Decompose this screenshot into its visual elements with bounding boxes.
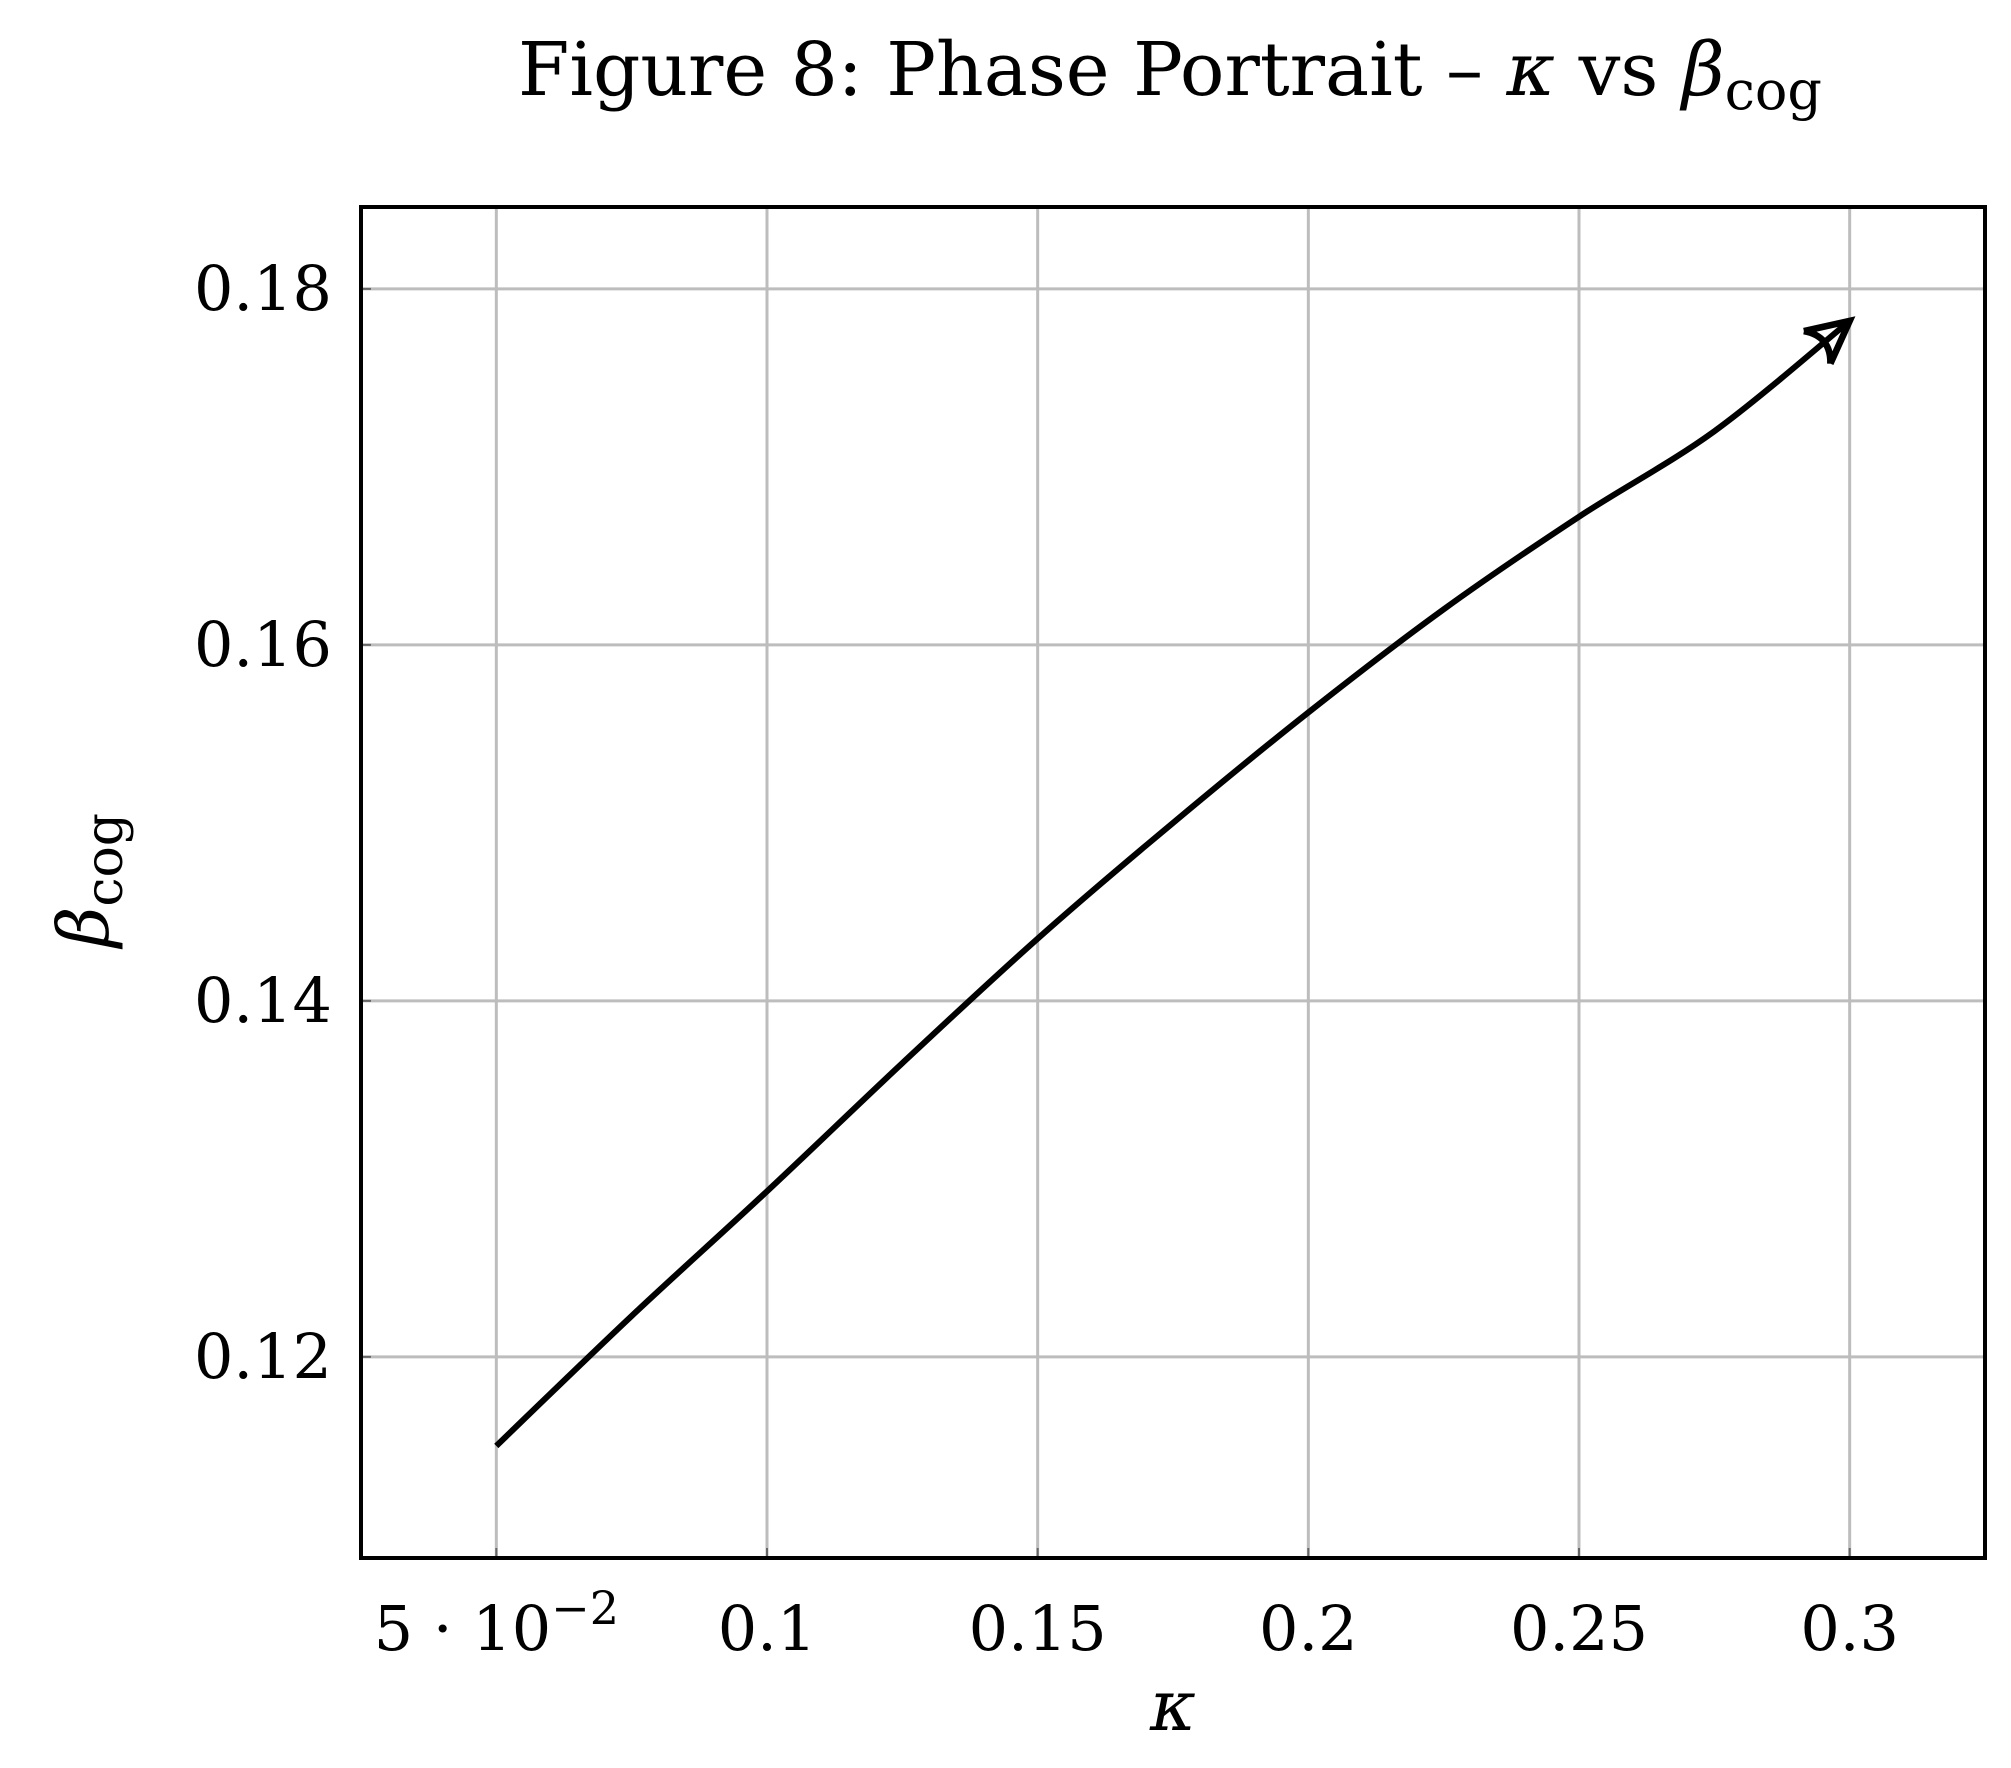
y-tick-label: 0.14 xyxy=(194,964,332,1037)
title-x-symbol: κ xyxy=(1506,27,1556,113)
x-tick-labels: 5 · 10−2 0.1 0.15 0.2 0.25 0.3 xyxy=(374,1581,1899,1665)
title-prefix: Figure 8: Phase Portrait – xyxy=(518,27,1507,113)
title-mid: vs xyxy=(1555,27,1682,113)
x-axis-label: κ xyxy=(1149,1665,1196,1747)
x-tick-label: 5 · 10−2 xyxy=(374,1581,619,1665)
y-axis-label: βcog xyxy=(43,813,135,950)
y-axis-label-symbol: β xyxy=(43,907,125,950)
chart-title: Figure 8: Phase Portrait – κ vs βcog xyxy=(518,27,1822,122)
x-tick-label: 0.1 xyxy=(718,1592,817,1665)
x-tick-label-text: 0.2 xyxy=(1259,1592,1358,1665)
y-tick-labels: 0.12 0.14 0.16 0.18 xyxy=(194,252,332,1393)
y-tick-label: 0.12 xyxy=(194,1320,332,1393)
x-tick-label-text: 0.1 xyxy=(718,1592,817,1665)
series-layer xyxy=(494,316,1856,1449)
y-axis-label-subscript: cog xyxy=(75,813,135,907)
series-line xyxy=(494,316,1856,1449)
y-tick-label: 0.16 xyxy=(194,608,332,681)
title-y-symbol: β xyxy=(1679,27,1725,113)
title-y-subscript: cog xyxy=(1725,59,1822,122)
x-tick-label-text: 0.3 xyxy=(1800,1592,1899,1665)
x-tick-label-text: 5 · 10 xyxy=(374,1592,551,1665)
x-tick-label-text: 0.25 xyxy=(1510,1592,1648,1665)
x-tick-label: 0.3 xyxy=(1800,1592,1899,1665)
x-tick-label: 0.15 xyxy=(969,1592,1107,1665)
x-tick-label-text: 0.15 xyxy=(969,1592,1107,1665)
x-tick-label-exponent: −2 xyxy=(551,1581,619,1635)
grid-lines xyxy=(361,207,1985,1558)
plot-frame xyxy=(359,205,1987,1560)
x-tick-label: 0.2 xyxy=(1259,1592,1358,1665)
x-tick-label: 0.25 xyxy=(1510,1592,1648,1665)
y-tick-label: 0.18 xyxy=(194,252,332,325)
